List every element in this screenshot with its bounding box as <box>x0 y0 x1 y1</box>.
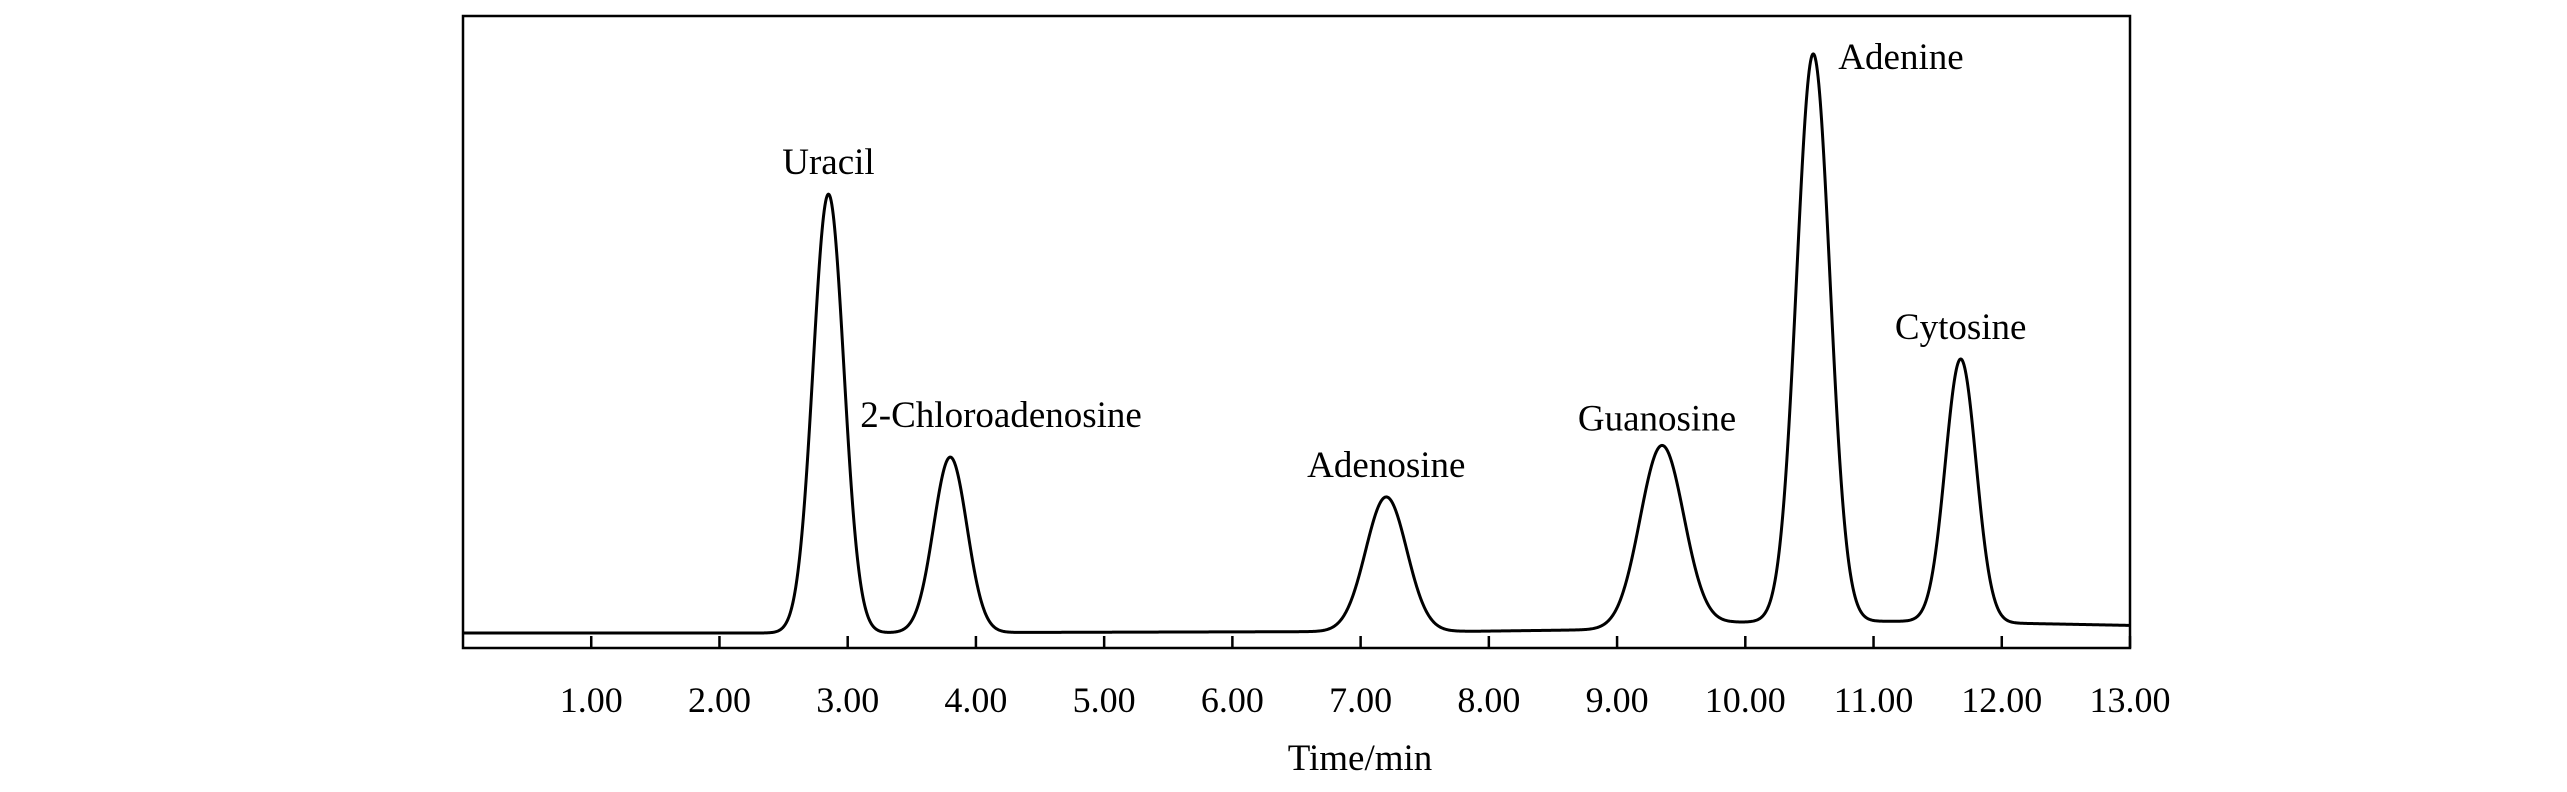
x-tick-label: 11.00 <box>1834 680 1914 720</box>
x-tick-label: 13.00 <box>2090 680 2171 720</box>
peak-label: Cytosine <box>1895 307 2027 348</box>
x-tick-label: 1.00 <box>560 680 623 720</box>
x-tick-label: 5.00 <box>1073 680 1136 720</box>
x-axis-tick-labels: 1.00 2.00 3.00 4.00 5.00 6.00 7.00 8.00 9.00 10.0… <box>560 680 2171 720</box>
x-tick-label: 6.00 <box>1201 680 1264 720</box>
plot-frame <box>461 14 2132 650</box>
peak-label: 2-Chloroadenosine <box>860 395 1142 436</box>
x-tick-label: 9.00 <box>1586 680 1649 720</box>
x-tick-label: 10.00 <box>1705 680 1786 720</box>
peak-label: Adenosine <box>1307 445 1465 486</box>
x-tick-label: 2.00 <box>688 680 751 720</box>
peak-label: Uracil <box>782 142 874 183</box>
x-tick-label: 12.00 <box>1961 680 2042 720</box>
x-tick-label: 8.00 <box>1457 680 1520 720</box>
x-tick-label: 7.00 <box>1329 680 1392 720</box>
peak-label: Guanosine <box>1578 398 1736 439</box>
x-axis-title: Time/min <box>1288 738 1433 779</box>
chromatogram-trace <box>462 52 2131 635</box>
x-tick-label: 3.00 <box>816 680 879 720</box>
x-tick-label: 4.00 <box>944 680 1007 720</box>
peak-label: Adenine <box>1838 37 1963 78</box>
peak-labels: Uracil 2-Chloroadenosine Adenosine Guanosin… <box>782 37 2026 486</box>
x-axis-ticks <box>589 636 2132 648</box>
